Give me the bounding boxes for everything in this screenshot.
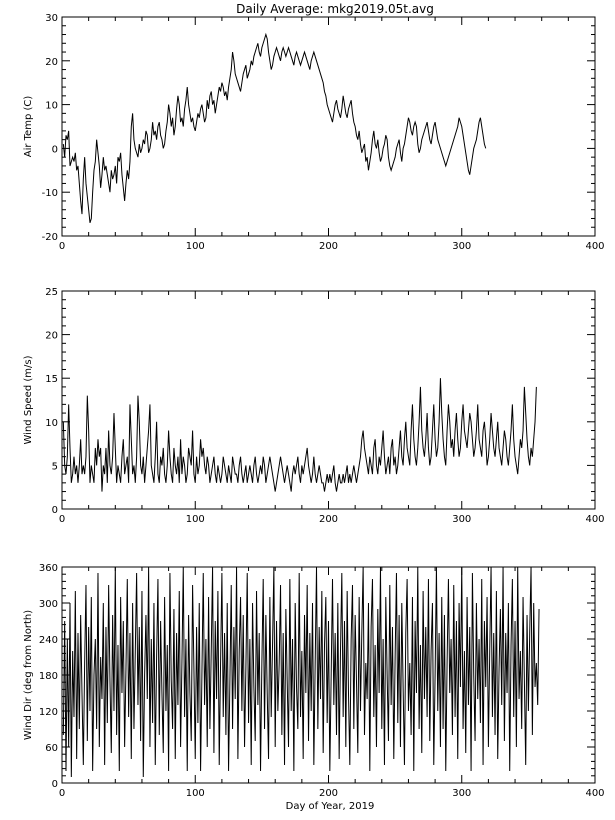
air-temp-y-tick-label: -10 [42, 188, 58, 199]
wind-speed-y-tick-label: 0 [52, 505, 58, 516]
air-temp-x-tick-label: 300 [452, 241, 471, 252]
wind-speed-series-line [62, 378, 537, 492]
wind-speed-y-axis-label: Wind Speed (m/s) [23, 355, 34, 444]
air-temp-y-tick-label: 0 [52, 144, 58, 155]
wind-direction-series-line [62, 566, 540, 778]
wind-direction-x-tick-label: 200 [319, 788, 338, 799]
wind-direction-x-tick-label: 400 [585, 788, 604, 799]
chart-title: Daily Average: mkg2019.05t.avg [236, 2, 434, 16]
wind-speed-x-tick-label: 0 [59, 514, 65, 525]
air-temp-y-tick-label: 10 [45, 101, 58, 112]
wind-speed-x-tick-label: 400 [585, 514, 604, 525]
wind-speed-y-tick-label: 25 [45, 287, 58, 298]
air-temp-y-tick-label: -20 [42, 232, 58, 243]
air-temp-series-line [62, 32, 487, 224]
wind-direction-x-tick-label: 0 [59, 788, 65, 799]
wind-direction-y-tick-label: 300 [39, 599, 58, 610]
wind-direction-y-tick-label: 0 [52, 779, 58, 790]
air-temp-y-axis-label: Air Temp (C) [23, 96, 34, 158]
x-axis-label: Day of Year, 2019 [286, 801, 375, 812]
air-temp-y-tick-label: 20 [45, 57, 58, 68]
wind-direction-panel: 0 100 200 300 400 0 60 120 180 240 300 360 Wind Dir … [23, 563, 605, 799]
air-temp-panel: 0 100 200 300 400 -20 -10 0 10 20 30 Air Temp (C) [23, 13, 605, 252]
wind-direction-x-tick-label: 100 [186, 788, 205, 799]
air-temp-x-tick-label: 100 [186, 241, 205, 252]
wind-speed-y-tick-label: 5 [52, 461, 58, 472]
air-temp-y-tick-label: 30 [45, 13, 58, 24]
air-temp-x-tick-label: 200 [319, 241, 338, 252]
wind-speed-x-tick-label: 100 [186, 514, 205, 525]
wind-direction-y-tick-label: 240 [39, 635, 58, 646]
wind-speed-x-tick-label: 300 [452, 514, 471, 525]
wind-speed-y-tick-label: 20 [45, 331, 58, 342]
wind-direction-y-tick-label: 360 [39, 563, 58, 574]
wind-direction-y-axis-label: Wind Dir (deg from North) [23, 610, 34, 740]
wind-direction-y-tick-label: 60 [45, 743, 58, 754]
wind-direction-x-tick-label: 300 [452, 788, 471, 799]
wind-speed-y-tick-label: 15 [45, 374, 58, 385]
wind-speed-y-tick-label: 10 [45, 418, 58, 429]
wind-speed-panel: 0 100 200 300 400 0 5 10 15 20 25 Wind Speed (m/s) [23, 287, 605, 525]
wind-speed-x-tick-label: 200 [319, 514, 338, 525]
air-temp-x-tick-label: 0 [59, 241, 65, 252]
wind-direction-y-tick-label: 180 [39, 671, 58, 682]
air-temp-x-tick-label: 400 [585, 241, 604, 252]
wind-direction-y-tick-label: 120 [39, 707, 58, 718]
